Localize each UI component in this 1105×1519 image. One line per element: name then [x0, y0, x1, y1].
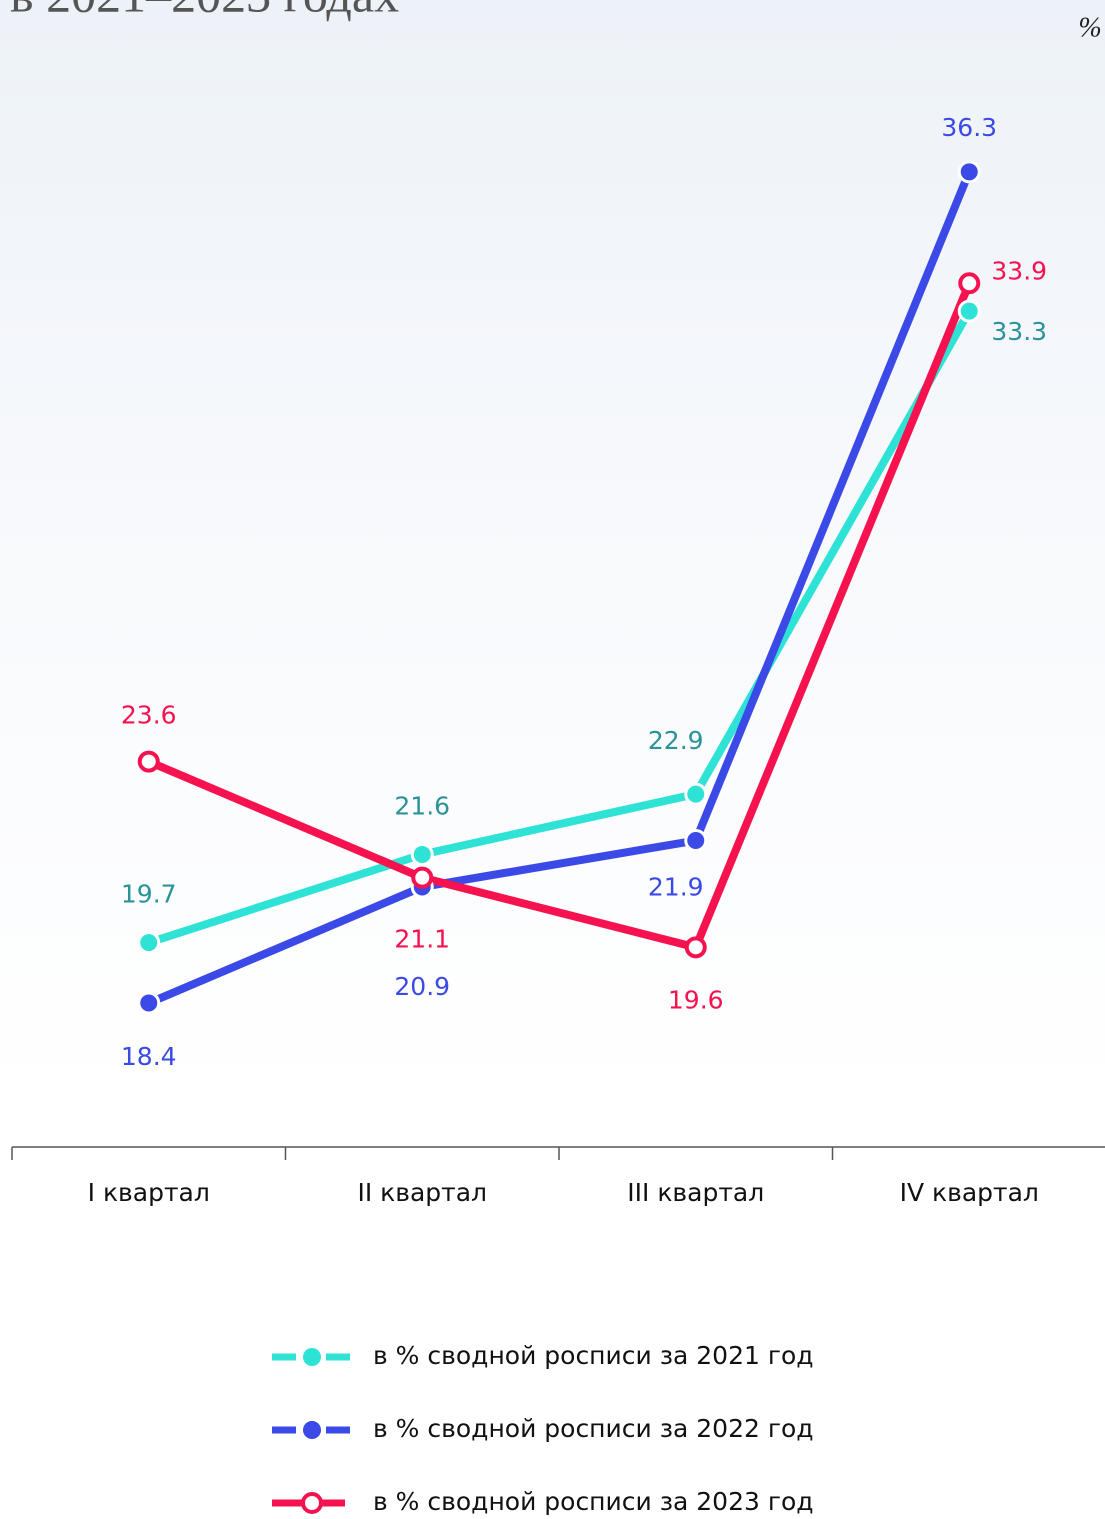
legend-marker	[303, 1348, 321, 1366]
marker	[684, 829, 708, 853]
data-label: 18.4	[121, 1042, 177, 1071]
marker	[410, 842, 434, 866]
data-label: 19.7	[121, 880, 177, 909]
legend-marker	[303, 1421, 321, 1439]
marker	[957, 299, 981, 323]
marker	[684, 936, 707, 959]
data-label: 33.9	[991, 256, 1047, 285]
data-label: 33.3	[991, 317, 1047, 346]
unit-label: %	[1078, 12, 1101, 43]
x-tick-label: II квартал	[357, 1178, 487, 1207]
x-tick-label: I квартал	[88, 1178, 210, 1207]
marker	[411, 866, 434, 889]
line	[147, 281, 973, 952]
marker	[137, 991, 161, 1015]
x-tick-label: III квартал	[627, 1178, 764, 1207]
x-tick-label: IV квартал	[900, 1178, 1039, 1207]
legend-label: в % сводной росписи за 2023 год	[373, 1487, 814, 1516]
legend-label: в % сводной росписи за 2022 год	[373, 1414, 814, 1443]
chart-title: в 2021–2023 годах	[10, 0, 399, 22]
marker	[958, 272, 981, 295]
legend-label: в % сводной росписи за 2021 год	[373, 1341, 814, 1370]
legend-marker	[301, 1492, 323, 1514]
marker	[137, 931, 161, 955]
data-label: 21.6	[394, 791, 450, 820]
line	[147, 170, 973, 1007]
marker	[137, 750, 160, 773]
data-label: 22.9	[648, 726, 704, 755]
data-label: 20.9	[394, 972, 450, 1001]
line	[147, 309, 973, 947]
marker	[957, 160, 981, 184]
data-label: 23.6	[121, 701, 177, 730]
marker	[684, 782, 708, 806]
data-label: 19.6	[668, 985, 724, 1014]
data-label: 21.1	[394, 925, 450, 954]
data-label: 36.3	[941, 113, 997, 142]
data-label: 21.9	[648, 873, 704, 902]
